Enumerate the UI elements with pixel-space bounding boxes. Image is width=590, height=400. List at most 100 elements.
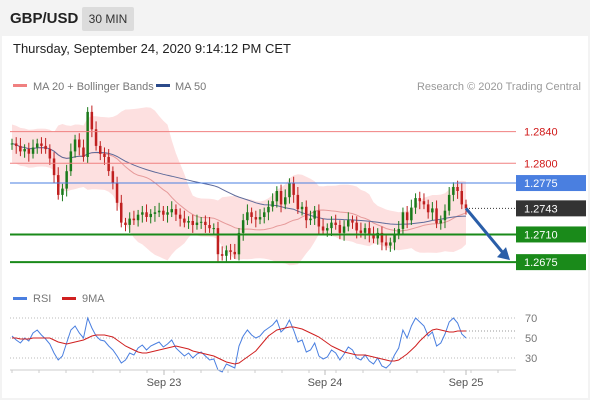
- candle-body: [342, 226, 346, 233]
- candle-body: [267, 206, 270, 213]
- candle-body: [452, 187, 455, 195]
- candle-body: [330, 222, 333, 229]
- candle-body: [65, 171, 68, 189]
- candle-body: [237, 232, 241, 255]
- candle-body: [426, 204, 430, 213]
- timeframe-badge[interactable]: 30 MIN: [82, 7, 134, 31]
- candle-body: [233, 251, 236, 255]
- support-2-tag: [516, 254, 586, 271]
- candle-body: [229, 250, 232, 252]
- x-tick-label: Sep 24: [308, 377, 343, 389]
- candle-body: [52, 158, 56, 176]
- candle-body: [393, 234, 396, 243]
- support-1-label: 1.2710: [524, 229, 558, 241]
- candle-body: [204, 221, 207, 225]
- candle-body: [271, 201, 274, 207]
- candle-body: [132, 218, 136, 221]
- candle-body: [317, 210, 321, 227]
- candle-body: [107, 156, 110, 172]
- candle-body: [401, 212, 405, 229]
- forecast-arrow-head: [497, 247, 510, 261]
- candle-body: [241, 220, 245, 233]
- candle-body: [191, 221, 194, 225]
- rsi-line: [11, 316, 467, 373]
- candle-body: [162, 210, 165, 215]
- candle-body: [166, 212, 169, 215]
- rsi-ma-line: [12, 326, 466, 365]
- chart-datetime: Thursday, September 24, 2020 9:14:12 PM …: [13, 41, 291, 56]
- candle-body: [347, 220, 350, 227]
- candle-body: [435, 208, 438, 224]
- resistance-2-label: 1.2840: [524, 127, 558, 139]
- rsi-chart: 70 50 30: [10, 313, 537, 373]
- rsi-tick-label: 70: [525, 313, 537, 325]
- candle-body: [258, 217, 262, 220]
- rsi-tick-label: 30: [525, 353, 537, 365]
- candle-body: [153, 212, 157, 214]
- ma9-legend-label: 9MA: [82, 293, 105, 305]
- candle-body: [464, 204, 468, 209]
- candle-body: [99, 145, 102, 154]
- candle-body: [23, 149, 26, 152]
- candle-body: [10, 143, 14, 145]
- candle-body: [220, 254, 224, 256]
- forecast-arrow-shaft: [464, 207, 506, 256]
- candle-body: [284, 197, 287, 205]
- current-price-label: 1.2743: [524, 203, 558, 215]
- x-tick-label: Sep 23: [147, 377, 182, 389]
- candle-body: [384, 242, 388, 246]
- candle-body: [338, 225, 342, 233]
- ma20-legend-swatch: [13, 84, 27, 87]
- candle-body: [334, 222, 337, 225]
- ma9-legend-swatch: [62, 297, 76, 300]
- candle-body: [199, 221, 203, 223]
- top-bar: GBP/USD 30 MIN: [0, 0, 590, 36]
- candle-body: [73, 139, 77, 152]
- candle-body: [69, 151, 73, 172]
- symbol-title: GBP/USD: [10, 10, 79, 27]
- current-price-tag: [516, 200, 586, 217]
- candle-body: [136, 214, 140, 221]
- candle-body: [439, 220, 442, 224]
- candle-body: [397, 228, 400, 235]
- candle-body: [120, 202, 123, 223]
- ma20-legend-label: MA 20 + Bollinger Bands: [33, 81, 154, 93]
- candle-body: [103, 153, 106, 157]
- candle-body: [27, 149, 31, 154]
- candle-body: [313, 210, 316, 219]
- candle-body: [363, 228, 367, 233]
- rsi-tick-label: 50: [525, 333, 537, 345]
- candle-body: [456, 187, 459, 191]
- candle-body: [447, 194, 451, 211]
- ma50-legend-label: MA 50: [175, 81, 206, 93]
- price-chart: 1.2840 1.2800 1.2775 1.2743 1.2710 1.2675: [10, 105, 586, 271]
- candle-body: [31, 147, 35, 154]
- candle-body: [380, 232, 384, 243]
- candle-body: [414, 198, 417, 208]
- candle-body: [149, 213, 152, 218]
- x-tick-label: Sep 25: [449, 377, 484, 389]
- candle-body: [355, 222, 358, 231]
- rsi-legend-swatch: [13, 297, 27, 300]
- x-axis: Sep 23 Sep 24 Sep 25: [11, 370, 499, 389]
- pivot-label: 1.2775: [524, 178, 558, 190]
- candle-body: [275, 191, 279, 202]
- candle-body: [359, 230, 363, 233]
- candle-body: [405, 212, 409, 221]
- candle-body: [376, 232, 379, 239]
- candle-body: [326, 228, 329, 231]
- candle-body: [305, 206, 308, 221]
- candle-body: [389, 242, 392, 246]
- candle-body: [40, 143, 43, 146]
- candle-body: [90, 111, 94, 130]
- candle-body: [86, 111, 89, 157]
- candle-body: [195, 222, 199, 225]
- credit-text: Research © 2020 Trading Central: [417, 81, 581, 93]
- candle-body: [115, 183, 119, 203]
- candle-body: [263, 212, 266, 217]
- candle-body: [124, 222, 127, 225]
- candle-body: [418, 198, 421, 202]
- candle-body: [351, 220, 354, 223]
- candle-body: [57, 175, 60, 195]
